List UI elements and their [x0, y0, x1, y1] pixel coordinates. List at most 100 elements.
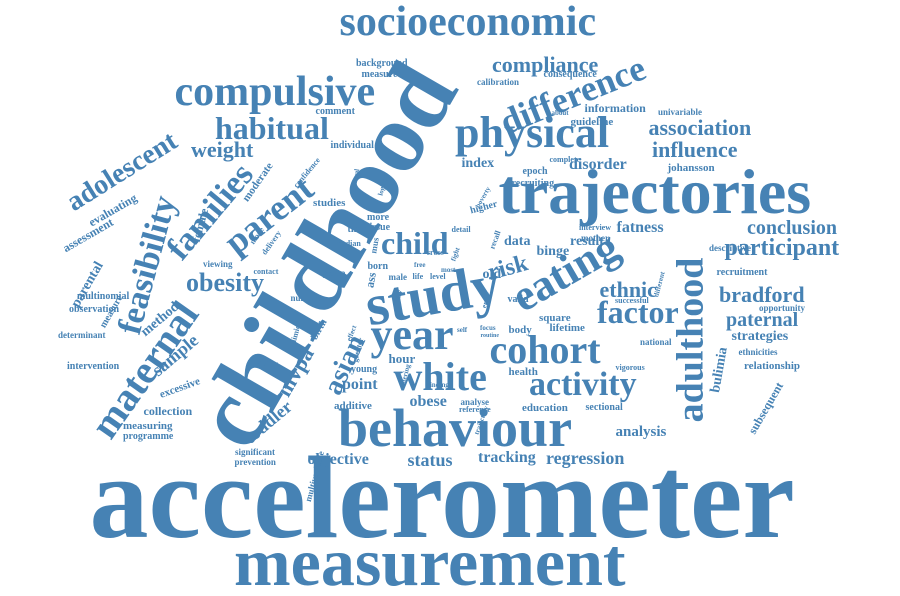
- word: guideline: [570, 115, 614, 128]
- word: recruitment: [716, 267, 768, 278]
- word: group: [322, 267, 346, 278]
- word: disorder: [569, 156, 627, 173]
- word: result: [570, 234, 604, 249]
- word: ass: [361, 271, 379, 289]
- word: relationship: [744, 359, 801, 372]
- word: lifetime: [549, 321, 585, 334]
- word: parental: [68, 259, 107, 311]
- word: point: [342, 376, 378, 393]
- word: viewing: [203, 258, 233, 269]
- word: activity: [529, 366, 637, 403]
- word: free: [414, 260, 426, 269]
- word: binge: [536, 244, 570, 259]
- word: detail: [451, 225, 471, 234]
- word: index: [461, 156, 495, 171]
- word: square: [539, 311, 571, 324]
- word: measuring: [123, 419, 173, 432]
- word: self: [457, 325, 468, 334]
- word: obese: [409, 393, 447, 410]
- word: intervention: [67, 361, 120, 372]
- word: data: [504, 234, 531, 249]
- word: sectional: [585, 402, 623, 413]
- word: participant: [724, 235, 840, 261]
- word: consequence: [543, 69, 597, 80]
- word: compulsive: [174, 69, 376, 115]
- word: individual: [330, 140, 374, 151]
- word: routine: [480, 333, 500, 339]
- word: univariable: [658, 106, 703, 117]
- word: education: [522, 401, 568, 414]
- word: finding: [427, 380, 449, 389]
- word: weight: [191, 137, 254, 162]
- word: observation: [69, 304, 119, 315]
- word: habitual: [215, 110, 329, 146]
- word: significant: [235, 446, 276, 457]
- word: vigorous: [615, 363, 645, 372]
- word: accelerometer: [89, 432, 795, 563]
- word: adulthood: [668, 257, 711, 423]
- word: strategies: [731, 329, 789, 344]
- word: old: [482, 267, 502, 282]
- word: obesity: [186, 268, 264, 297]
- word: analyse: [460, 396, 490, 407]
- word: prevention: [234, 456, 276, 467]
- word: compliance: [492, 52, 599, 77]
- word: tracking: [478, 449, 536, 466]
- word: behaviour: [338, 398, 573, 458]
- word: opportunity: [759, 302, 806, 313]
- word: interview: [579, 223, 611, 232]
- word: young: [351, 364, 378, 375]
- word: born: [367, 261, 389, 272]
- word: ethnic: [599, 277, 657, 302]
- word: bradford: [719, 282, 805, 307]
- word: subsequent: [744, 379, 786, 437]
- word: status: [407, 450, 453, 470]
- word: socioeconomic: [339, 0, 597, 45]
- word: studies: [313, 196, 346, 209]
- word: analysis: [615, 423, 667, 440]
- word: descriptive: [709, 242, 751, 253]
- word: hour: [388, 350, 416, 366]
- word: cohort: [489, 327, 601, 372]
- word: conclusion: [747, 217, 838, 239]
- word: information: [584, 101, 646, 115]
- word: reference: [459, 405, 491, 414]
- word: multinomial: [77, 291, 130, 302]
- word: bulimia: [708, 346, 731, 394]
- word: additive: [334, 399, 372, 412]
- word: level: [430, 272, 446, 281]
- word: cross: [426, 248, 444, 257]
- word: time: [347, 224, 367, 235]
- word: regression: [546, 448, 625, 468]
- word: epoch: [522, 166, 548, 177]
- word: deriving: [246, 358, 279, 369]
- word: focus: [480, 323, 496, 332]
- word: median: [335, 239, 361, 248]
- word: health: [508, 365, 538, 378]
- word: comment: [315, 106, 355, 117]
- word: more: [367, 212, 390, 223]
- word: programme: [123, 431, 174, 442]
- word: national: [640, 336, 672, 347]
- word: year: [370, 310, 454, 359]
- word: paternal: [726, 309, 799, 331]
- word: contact: [253, 267, 279, 276]
- word: collection: [143, 404, 193, 418]
- word: ethnicities: [738, 346, 778, 357]
- word: successful: [615, 296, 649, 305]
- word: calibration: [477, 76, 519, 87]
- word: factor: [597, 294, 679, 330]
- word: background: [356, 58, 408, 69]
- word: johansson: [667, 161, 715, 174]
- word: mother: [581, 232, 609, 243]
- word: trajectories: [498, 156, 812, 227]
- word: objective: [307, 451, 369, 468]
- word: determinant: [58, 329, 106, 340]
- word: influence: [652, 137, 738, 162]
- word: body: [508, 323, 532, 336]
- word: physical: [455, 108, 610, 157]
- word: measurement: [234, 524, 626, 596]
- word: recruiting: [511, 178, 555, 189]
- word: number: [290, 292, 322, 303]
